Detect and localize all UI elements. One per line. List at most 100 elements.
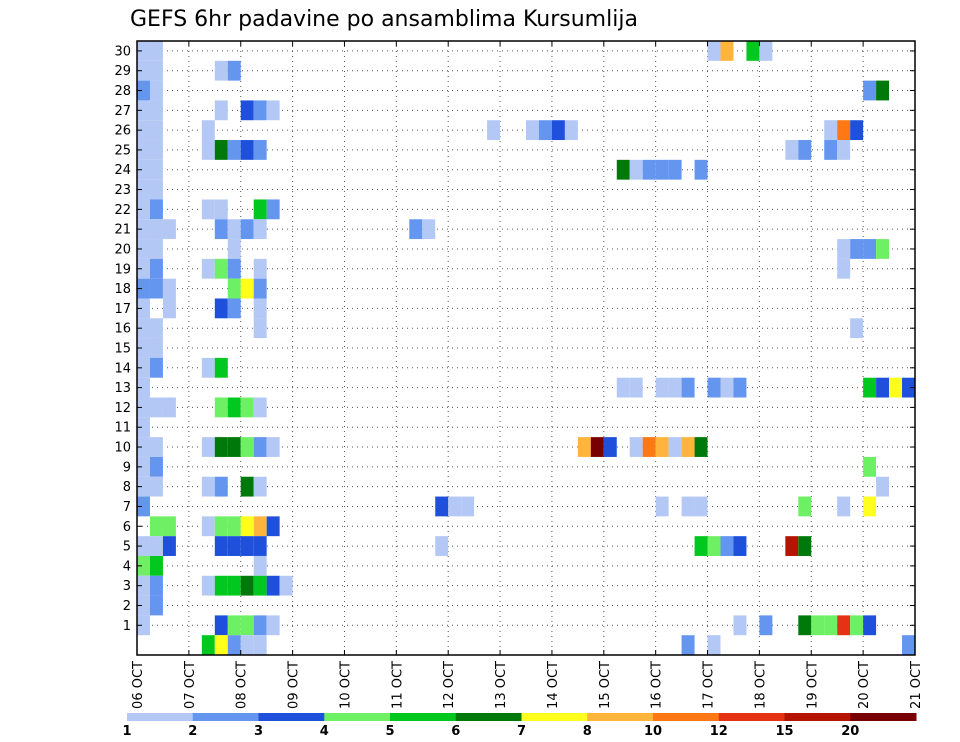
heatmap-cell xyxy=(227,298,241,319)
heatmap-cell xyxy=(616,377,630,398)
heatmap-cell xyxy=(214,437,228,457)
heatmap-cell xyxy=(642,437,656,457)
heatmap-cell xyxy=(798,615,812,636)
heatmap-cell xyxy=(137,377,150,398)
heatmap-cell xyxy=(798,496,812,517)
y-tick-label: 1 xyxy=(123,619,131,634)
legend-label: 3 xyxy=(254,724,263,739)
heatmap-cell xyxy=(201,357,215,378)
heatmap-cell xyxy=(655,437,669,457)
heatmap-cell xyxy=(137,476,150,497)
heatmap-cell xyxy=(149,100,163,121)
heatmap-cell xyxy=(681,496,695,517)
legend-swatch xyxy=(324,713,391,721)
legend-swatch xyxy=(390,713,457,721)
heatmap-cell xyxy=(837,239,851,259)
heatmap-cell xyxy=(227,258,241,279)
heatmap-cell xyxy=(863,615,877,636)
heatmap-cell xyxy=(279,575,293,596)
heatmap-cell xyxy=(253,258,267,279)
heatmap-cell xyxy=(681,437,695,457)
heatmap-cell xyxy=(149,159,163,180)
x-tick-label: 20 OCT xyxy=(857,661,872,709)
heatmap-cell xyxy=(214,476,228,497)
legend-label: 2 xyxy=(188,724,197,739)
heatmap-cell xyxy=(149,219,163,240)
legend-swatch xyxy=(718,713,785,721)
y-tick-label: 3 xyxy=(123,579,131,594)
heatmap-cell xyxy=(214,100,228,121)
heatmap-cell xyxy=(889,377,903,398)
heatmap-cell xyxy=(577,437,591,457)
x-tick-label: 15 OCT xyxy=(598,661,613,709)
heatmap-cell xyxy=(863,80,877,101)
y-tick-label: 27 xyxy=(114,104,131,119)
x-tick-label: 09 OCT xyxy=(287,661,302,709)
heatmap-cell xyxy=(214,536,228,556)
heatmap-cell xyxy=(137,100,150,121)
heatmap-cell xyxy=(590,437,604,457)
legend-swatch xyxy=(192,713,259,721)
heatmap-cell xyxy=(240,397,254,418)
heatmap-cell xyxy=(137,417,150,438)
heatmap-cell xyxy=(824,140,838,160)
heatmap-cell xyxy=(240,278,254,299)
heatmap-cell xyxy=(707,41,721,61)
heatmap-cell xyxy=(837,615,851,636)
heatmap-cell xyxy=(253,536,267,556)
heatmap-cell xyxy=(201,516,215,537)
heatmap-cell xyxy=(201,258,215,279)
x-tick-label: 16 OCT xyxy=(650,661,665,709)
heatmap-cell xyxy=(253,140,267,160)
heatmap-cell xyxy=(137,60,150,81)
heatmap-cell xyxy=(137,456,150,477)
y-tick-label: 11 xyxy=(114,421,131,436)
heatmap-cell xyxy=(227,239,241,259)
heatmap-cell xyxy=(162,219,176,240)
heatmap-cell xyxy=(227,60,241,81)
x-tick-label: 10 OCT xyxy=(338,661,353,709)
heatmap-cell xyxy=(253,476,267,497)
heatmap-cell xyxy=(837,140,851,160)
heatmap-cell xyxy=(149,397,163,418)
heatmap-cell xyxy=(149,437,163,457)
color-legend: 1 2 3 4 5 6 7 8 10 12 15 20 xyxy=(122,713,917,739)
heatmap-cell xyxy=(422,219,436,240)
heatmap-cell xyxy=(214,635,228,655)
x-tick-label: 18 OCT xyxy=(753,661,768,709)
y-tick-label: 25 xyxy=(114,143,131,158)
heatmap-cell xyxy=(681,377,695,398)
heatmap-cell xyxy=(850,318,864,339)
legend-label: 1 xyxy=(122,724,131,739)
heatmap-cell xyxy=(149,476,163,497)
heatmap-cell xyxy=(863,239,877,259)
heatmap-cell xyxy=(214,575,228,596)
heatmap-cell xyxy=(811,615,825,636)
x-axis: 06 OCT 07 OCT 08 OCT 09 OCT 10 OCT 11 OCT 12 O… xyxy=(131,41,924,709)
chart-title: GEFS 6hr padavine po ansamblima Kursumli… xyxy=(130,7,638,32)
x-tick-label: 13 OCT xyxy=(494,661,509,709)
heatmap-cell xyxy=(240,140,254,160)
heatmap-cell xyxy=(798,140,812,160)
heatmap-cells xyxy=(137,41,915,655)
heatmap-cell xyxy=(137,278,150,299)
heatmap-cell xyxy=(137,496,150,517)
heatmap-cell xyxy=(137,120,150,141)
heatmap-cell xyxy=(137,536,150,556)
heatmap-cell xyxy=(668,437,682,457)
heatmap-cell xyxy=(720,41,734,61)
heatmap-cell xyxy=(162,298,176,319)
y-tick-label: 2 xyxy=(123,599,131,614)
heatmap-cell xyxy=(616,159,630,180)
heatmap-cell xyxy=(149,60,163,81)
y-tick-label: 15 xyxy=(114,342,131,357)
heatmap-cell xyxy=(564,120,578,141)
heatmap-cell xyxy=(214,258,228,279)
legend-label: 4 xyxy=(320,724,329,739)
heatmap-cell xyxy=(240,100,254,121)
heatmap-cell xyxy=(214,516,228,537)
heatmap-cell xyxy=(253,298,267,319)
heatmap-cell xyxy=(629,437,643,457)
heatmap-cell xyxy=(603,437,617,457)
